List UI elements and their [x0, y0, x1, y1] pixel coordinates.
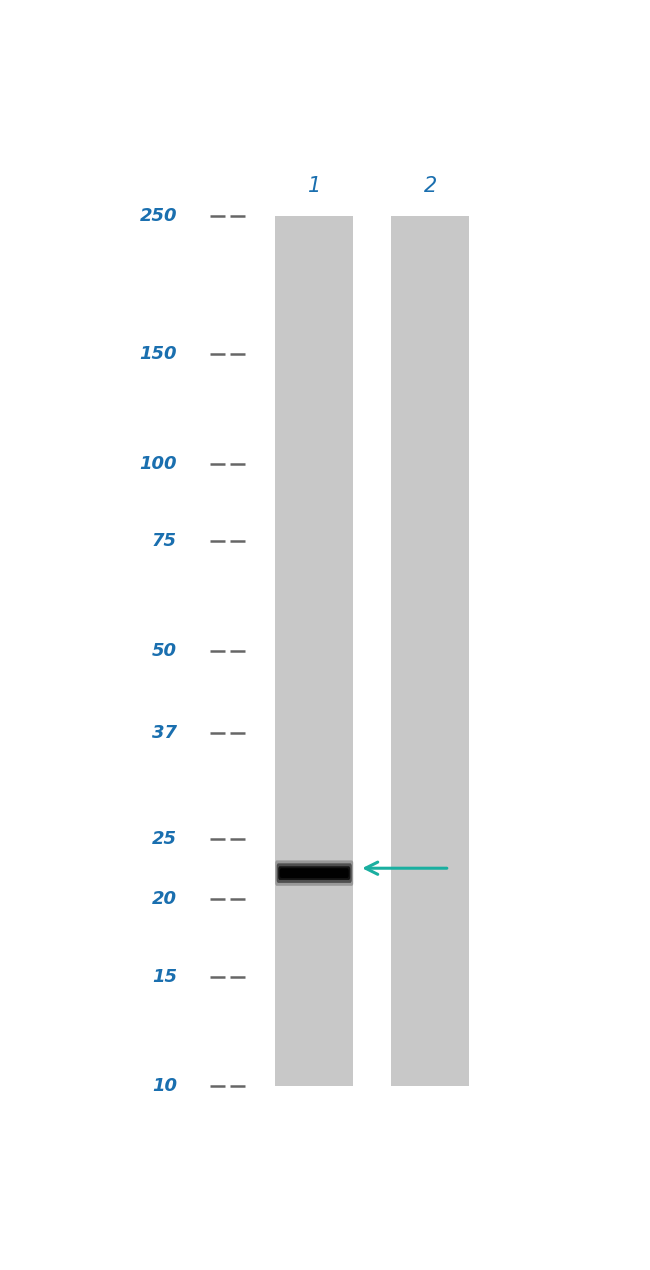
- Text: 1: 1: [307, 177, 321, 197]
- Text: 20: 20: [152, 890, 177, 908]
- Text: 10: 10: [152, 1077, 177, 1095]
- Text: 2: 2: [423, 177, 437, 197]
- FancyBboxPatch shape: [275, 860, 354, 885]
- Text: 250: 250: [140, 207, 177, 225]
- Text: 100: 100: [140, 455, 177, 472]
- Bar: [275, 216, 354, 1086]
- Text: 37: 37: [152, 724, 177, 742]
- Text: 25: 25: [152, 829, 177, 847]
- Text: 15: 15: [152, 968, 177, 986]
- Text: 50: 50: [152, 643, 177, 660]
- Bar: [391, 216, 469, 1086]
- FancyBboxPatch shape: [278, 866, 350, 880]
- FancyBboxPatch shape: [280, 869, 349, 878]
- Text: 150: 150: [140, 345, 177, 363]
- FancyBboxPatch shape: [277, 864, 352, 883]
- Text: 75: 75: [152, 532, 177, 550]
